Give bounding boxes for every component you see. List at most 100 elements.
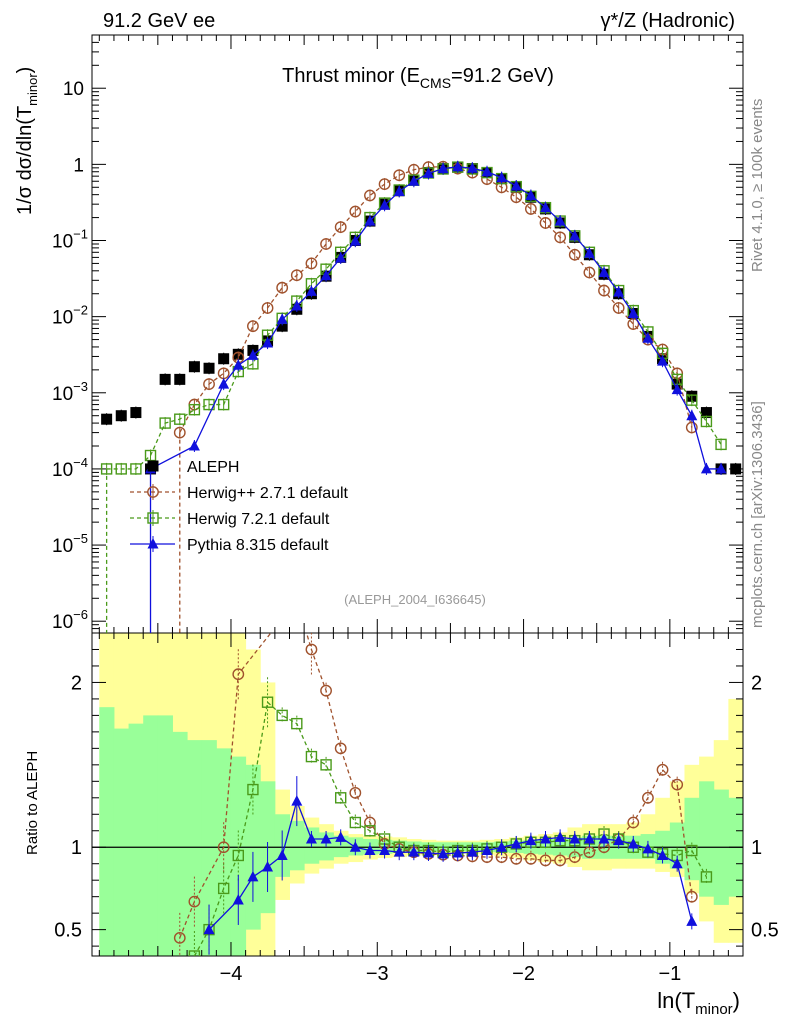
data-point: [217, 398, 230, 411]
data-point: [583, 266, 596, 279]
legend-marker: [147, 486, 159, 498]
ratio-y-tick-label-right: 0.5: [751, 920, 779, 942]
data-point: [320, 238, 332, 250]
ratio-plot-frame: [91, 632, 744, 957]
ratio-data-point: [408, 846, 420, 857]
ratio-data-point: [232, 849, 244, 862]
y-tick-label: 10−2: [52, 303, 88, 329]
data-point: [130, 407, 142, 419]
data-point: [335, 251, 347, 263]
ratio-y-tick-label-right: 2: [751, 672, 762, 694]
ratio-data-point: [291, 795, 303, 806]
data-point: [203, 378, 215, 391]
ratio-data-point: [349, 841, 361, 852]
plot-title-tail: =91.2 GeV): [451, 65, 554, 87]
data-point: [305, 285, 317, 296]
ratio-data-point: [247, 870, 259, 882]
ratio-uncertainty-bands: [92, 633, 743, 956]
x-tick-label: −1: [658, 963, 681, 985]
legend-label: Pythia 8.315 default: [187, 537, 329, 554]
analysis-watermark: (ALEPH_2004_I636645): [344, 592, 486, 607]
data-point: [730, 463, 742, 475]
data-point: [525, 189, 537, 200]
data-point: [700, 462, 712, 474]
data-point: [115, 463, 127, 475]
ratio-series-line: [179, 633, 693, 939]
plot-title-subscript: CMS: [420, 75, 451, 91]
ratio-data-point: [524, 852, 537, 865]
ratio-series-pythia-8-315-default: [203, 776, 698, 955]
green-band-bin: [143, 715, 159, 956]
ratio-data-point: [554, 854, 567, 867]
ratio-data-point: [393, 846, 405, 857]
data-point: [700, 415, 713, 428]
series-herwig-7-2-1-default: [100, 161, 727, 633]
data-point: [422, 167, 434, 178]
data-point: [715, 462, 727, 474]
ratio-data-point: [481, 844, 493, 856]
legend-item-herwig-7-2-1-default: Herwig 7.2.1 default: [130, 510, 330, 528]
ratio-data-point: [510, 837, 522, 849]
ratio-data-point: [320, 759, 332, 771]
data-point: [203, 362, 215, 374]
ratio-data-point: [334, 742, 347, 755]
data-point: [218, 353, 230, 365]
y-axis-label-main: 1/σ dσ/dln(T: [14, 106, 36, 215]
x-tick-label: −3: [366, 963, 389, 985]
y-axis-label: 1/σ dσ/dln(Tminor): [14, 67, 40, 215]
green-band-bin: [172, 731, 188, 956]
series-aleph: [101, 161, 742, 475]
data-point: [173, 426, 186, 439]
ratio-data-point: [203, 923, 215, 935]
legend-item-pythia-8-315-default: Pythia 8.315 default: [130, 536, 329, 554]
data-point: [568, 248, 581, 261]
ratio-data-point: [671, 778, 684, 791]
y-tick-label: 10: [63, 79, 84, 100]
green-band-bin: [669, 822, 685, 869]
legend-marker: [147, 512, 159, 524]
main-series-group: [100, 160, 742, 633]
data-point: [686, 409, 698, 421]
energy-label: 91.2 GeV ee: [103, 10, 215, 32]
ratio-data-point: [422, 847, 434, 858]
mcplots-label: mcplots.cern.ch [arXiv:1306.3436]: [749, 401, 766, 628]
data-point: [349, 235, 361, 246]
ratio-y-tick-label-right: 1: [751, 837, 762, 859]
ratio-data-point: [349, 786, 362, 799]
data-point: [481, 165, 493, 177]
ratio-series-group: [173, 633, 713, 956]
ratio-data-point: [642, 842, 654, 854]
data-point: [290, 269, 303, 282]
data-point: [700, 407, 712, 419]
y-tick-label: 10−5: [52, 531, 88, 557]
green-band-bin: [113, 728, 130, 956]
data-point: [261, 302, 274, 314]
data-point: [437, 162, 449, 174]
data-point: [305, 257, 318, 270]
ratio-data-point: [510, 852, 523, 865]
ratio-data-point: [554, 831, 566, 842]
ratio-y-tick-label: 1: [71, 837, 82, 859]
data-point: [232, 359, 244, 370]
data-point: [218, 378, 230, 389]
ratio-y-tick-label: 0.5: [54, 920, 82, 942]
process-label: γ*/Z (Hadronic): [601, 10, 735, 32]
data-point: [715, 438, 727, 451]
ratio-data-point: [642, 791, 654, 804]
data-point: [569, 229, 581, 241]
series-herwig-2-7-1-default: [173, 160, 698, 633]
legend-label: ALEPH: [187, 459, 239, 476]
ratio-data-point: [188, 950, 201, 956]
data-point: [291, 299, 303, 311]
data-point: [598, 266, 610, 277]
ratio-data-point: [217, 841, 230, 854]
data-point: [657, 355, 669, 366]
y-axis-label-tail: ): [14, 67, 36, 74]
series-pythia-8-315-default: [145, 160, 727, 633]
ratio-data-point: [320, 832, 332, 844]
green-band-bin: [157, 715, 173, 956]
x-axis-label-tail: ): [733, 988, 740, 1013]
ratio-data-point: [305, 643, 318, 656]
x-tick-label: −2: [512, 963, 535, 985]
data-point: [320, 269, 332, 281]
